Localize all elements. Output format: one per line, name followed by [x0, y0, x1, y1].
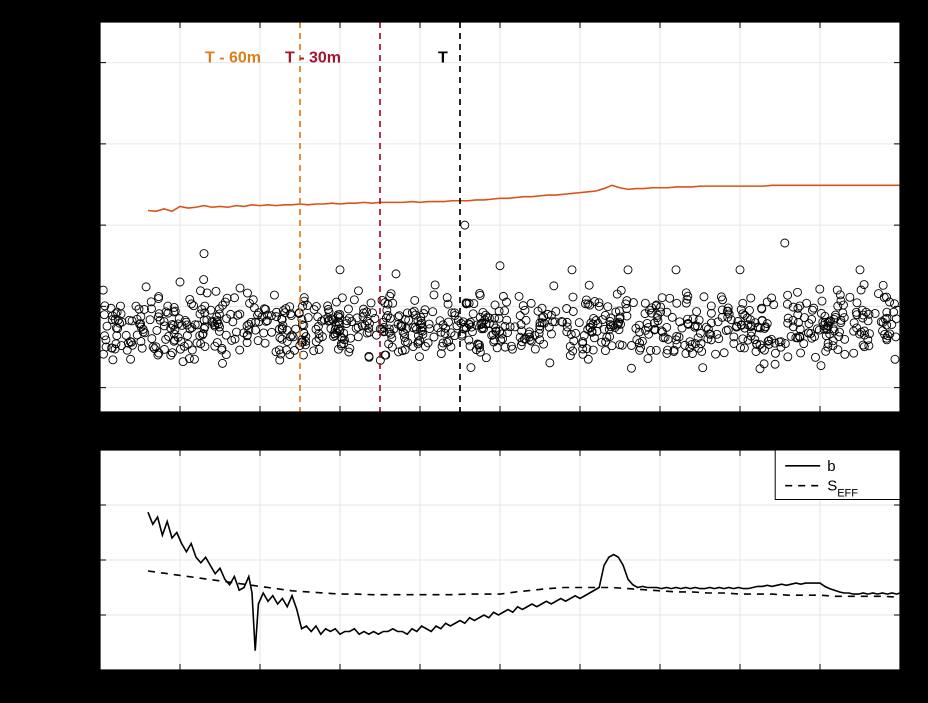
xtick-label: 5	[896, 1, 904, 18]
xtick-label: 3	[576, 1, 584, 18]
ytick-label: -1	[77, 442, 90, 459]
ytick-label: -2	[77, 497, 90, 514]
figure-svg: T - 60m T - 30m T 0 0.5 1 1.5 2 2.5 3 3.5 4 4.5 5 -2 -1…	[0, 0, 928, 703]
xtick-label: 0.5	[170, 1, 191, 18]
ytick-label: -1	[77, 298, 90, 315]
xtick-label: 2	[416, 677, 424, 694]
marker-label: T	[438, 50, 448, 67]
xtick-label: 1.5	[330, 1, 351, 18]
xtick-label: 2	[416, 1, 424, 18]
xtick-label: 2.5	[490, 1, 511, 18]
xtick-label: 1	[256, 1, 264, 18]
xtick-label: 0.5	[170, 677, 191, 694]
xtick-label: 4	[736, 677, 744, 694]
bottom-ylabel: log10(SEFF)	[30, 521, 54, 599]
figure-root: T - 60m T - 30m T 0 0.5 1 1.5 2 2.5 3 3.5 4 4.5 5 -2 -1…	[0, 0, 928, 703]
xtick-label: 3.5	[650, 677, 671, 694]
marker-label: T - 60m	[205, 50, 261, 67]
ytick-label: 0	[82, 217, 90, 234]
marker-label: T - 30m	[285, 50, 341, 67]
xtick-label: 4	[736, 1, 744, 18]
ytick-label: -2	[77, 380, 90, 397]
ytick-label: 2	[82, 55, 90, 72]
xtick-label: 3.5	[650, 1, 671, 18]
legend-label: b	[827, 458, 835, 475]
xtick-label: 1	[256, 677, 264, 694]
xtick-label: 1.5	[330, 677, 351, 694]
ytick-label: -5	[77, 662, 90, 679]
xtick-label: 3	[576, 677, 584, 694]
top-panel: T - 60m T - 30m T 0 0.5 1 1.5 2 2.5 3 3.5 4 4.5 5 -2 -1…	[30, 1, 904, 412]
ytick-label: -3	[77, 552, 90, 569]
top-ylabel: Magnitude	[30, 177, 49, 256]
ytick-label: 1	[82, 136, 90, 153]
xtick-label: 0	[96, 677, 104, 694]
legend: bSEFF	[775, 450, 900, 500]
xtick-label: 4.5	[810, 677, 831, 694]
bottom-panel: 0 0.5 1 1.5 2 2.5 3 3.5 4 4.5 5 -5 -4 -3 -2 -1 log10(SEF…	[30, 442, 904, 694]
xtick-label: 0	[96, 1, 104, 18]
ytick-label: -4	[77, 607, 90, 624]
xtick-label: 4.5	[810, 1, 831, 18]
xtick-label: 5	[896, 677, 904, 694]
xtick-label: 2.5	[490, 677, 511, 694]
